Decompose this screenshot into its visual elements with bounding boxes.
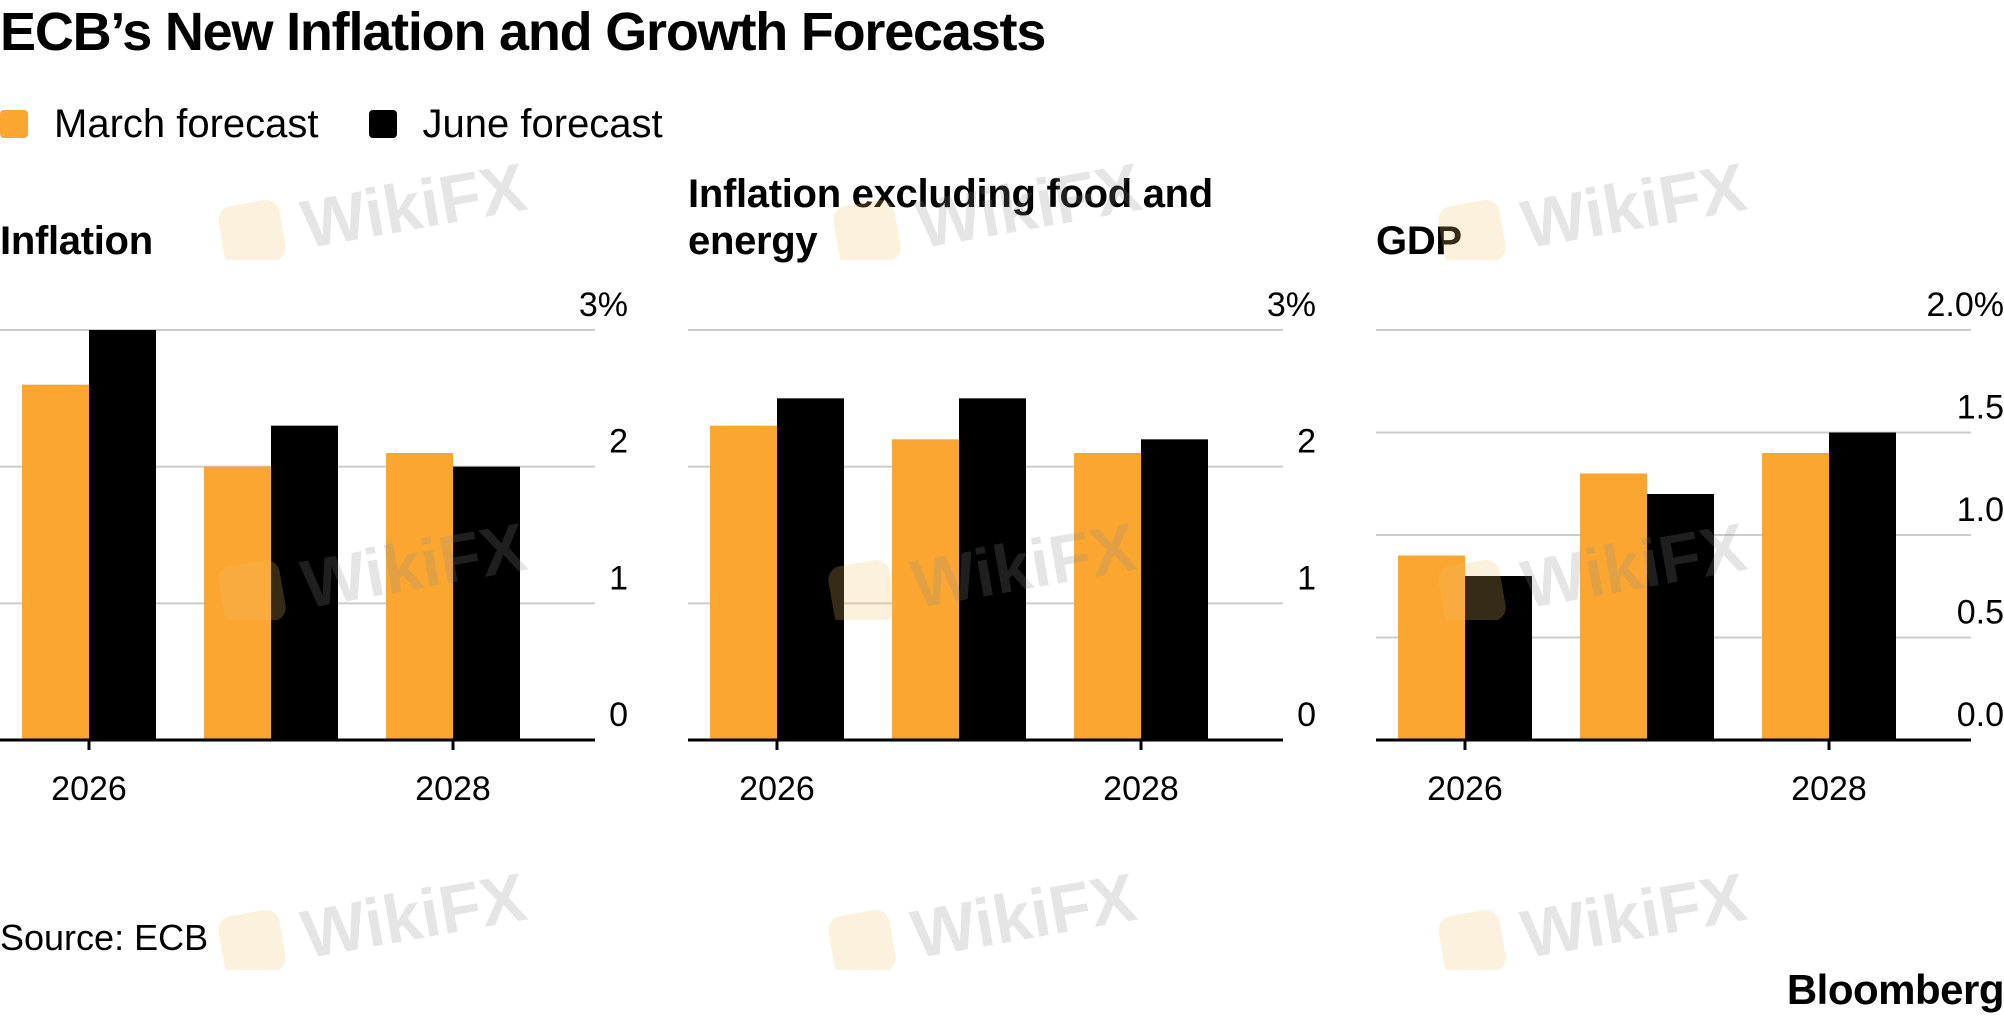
bar-june [777, 398, 844, 740]
watermark-badge-icon [828, 909, 896, 970]
watermark-badge-icon [218, 909, 286, 970]
y-tick-label: 1 [609, 559, 628, 597]
y-tick-label: 1.0 [1957, 491, 2004, 529]
bar-march [386, 453, 453, 740]
chart-gdp: 0.0 0.5 1.0 1.5 2.0% 2026 2028 [1376, 286, 2004, 808]
y-tick-label: 0 [1297, 696, 1316, 734]
x-tick-label: 2026 [739, 770, 815, 808]
legend-swatch-march [0, 110, 28, 138]
watermark-badge-icon [1438, 909, 1506, 970]
wikifx-watermark-logo: WikiFX [218, 860, 532, 970]
panel-gdp: GDP 0.0 0.5 1.0 1.5 2.0% 2026 2028 [1376, 0, 2004, 830]
legend: March forecast June forecast [0, 100, 713, 148]
bar-june [1829, 432, 1896, 740]
y-tick-label: 2 [1297, 423, 1316, 461]
bar-march [204, 466, 271, 740]
bar-march [1074, 453, 1141, 740]
source-note: Source: ECB [0, 917, 209, 958]
chart-title: ECB’s New Inflation and Growth Forecasts [0, 2, 1046, 62]
y-tick-label: 0.5 [1957, 594, 2004, 632]
bar-march [1398, 555, 1465, 740]
legend-swatch-june [368, 110, 397, 138]
x-tick-label: 2028 [1791, 770, 1867, 808]
bar-june [959, 398, 1026, 740]
y-tick-label: 2 [609, 423, 628, 461]
y-tick-label: 0 [609, 696, 628, 734]
y-tick-label: 3% [579, 286, 628, 324]
chart-inflation: 0 1 2 3% 2026 2028 [0, 286, 628, 808]
bar-march [710, 425, 777, 740]
bar-june [271, 425, 338, 740]
wikifx-watermark-logo: WikiFX [828, 860, 1142, 970]
bar-june [1647, 494, 1714, 740]
wikifx-watermark-logo: WikiFX [1438, 860, 1752, 970]
panel-inflation: Inflation 0 1 2 3% 2026 2028 [0, 0, 640, 830]
bar-june [1141, 439, 1208, 740]
x-tick-label: 2028 [1103, 770, 1179, 808]
bar-june [453, 466, 520, 740]
watermark-text: WikiFX [1516, 860, 1752, 970]
panel-title-core-inflation: Inflation excluding food and energy [688, 172, 1213, 263]
panel-title-gdp: GDP [1376, 219, 1462, 263]
y-tick-label: 2.0% [1927, 286, 2004, 324]
bar-march [892, 439, 959, 740]
y-tick-label: 1 [1297, 559, 1316, 597]
x-tick-label: 2028 [415, 770, 491, 808]
chart-core-inflation: 0 1 2 3% 2026 2028 [688, 286, 1316, 808]
y-tick-label: 3% [1267, 286, 1316, 324]
legend-item-march: March forecast [0, 100, 319, 148]
bar-march [1580, 473, 1647, 740]
bar-march [22, 384, 89, 740]
bar-june [1465, 576, 1532, 740]
y-tick-label: 1.5 [1957, 389, 2004, 427]
legend-label-march: March forecast [54, 102, 319, 146]
x-tick-label: 2026 [51, 770, 127, 808]
x-tick-label: 2026 [1427, 770, 1503, 808]
panel-title-inflation: Inflation [0, 219, 153, 263]
watermark-text: WikiFX [906, 860, 1142, 970]
bloomberg-logo: Bloomberg [1786, 966, 2004, 1013]
watermark-text: WikiFX [296, 860, 532, 970]
panel-core-inflation: Inflation excluding food and energy 0 1 2 3… [688, 0, 1328, 830]
legend-label-june: June forecast [422, 102, 663, 146]
bar-march [1762, 453, 1829, 740]
y-tick-label: 0.0 [1957, 696, 2004, 734]
bar-june [89, 330, 156, 740]
legend-item-june: June forecast [368, 100, 663, 148]
